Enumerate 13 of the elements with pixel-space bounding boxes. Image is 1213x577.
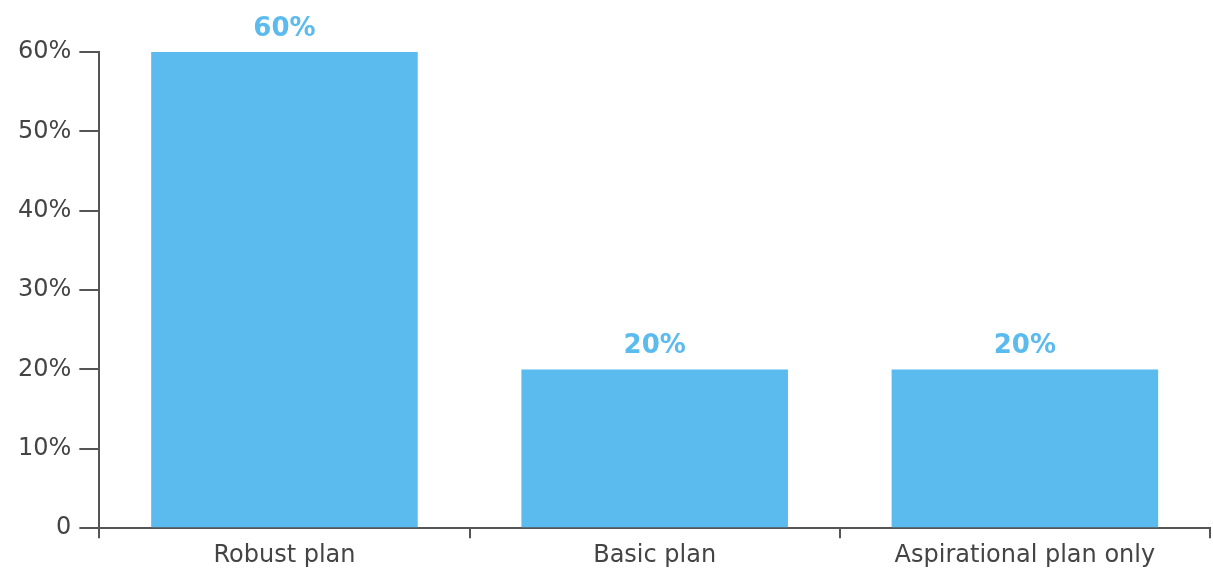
x-tick-label: Robust plan [213, 539, 356, 568]
x-tick-label: Aspirational plan only [894, 539, 1156, 568]
y-tick-label: 40% [18, 194, 72, 223]
y-tick-label: 10% [18, 433, 72, 462]
x-tick-label: Basic plan [593, 539, 717, 568]
data-label: 60% [253, 11, 316, 42]
y-tick-label: 60% [18, 36, 72, 65]
y-tick-label: 20% [18, 353, 72, 382]
y-tick-label: 50% [18, 115, 72, 144]
data-label: 20% [993, 329, 1057, 360]
y-tick-label: 30% [18, 274, 72, 303]
y-tick-label: 0 [56, 512, 72, 541]
data-label: 20% [623, 329, 686, 360]
